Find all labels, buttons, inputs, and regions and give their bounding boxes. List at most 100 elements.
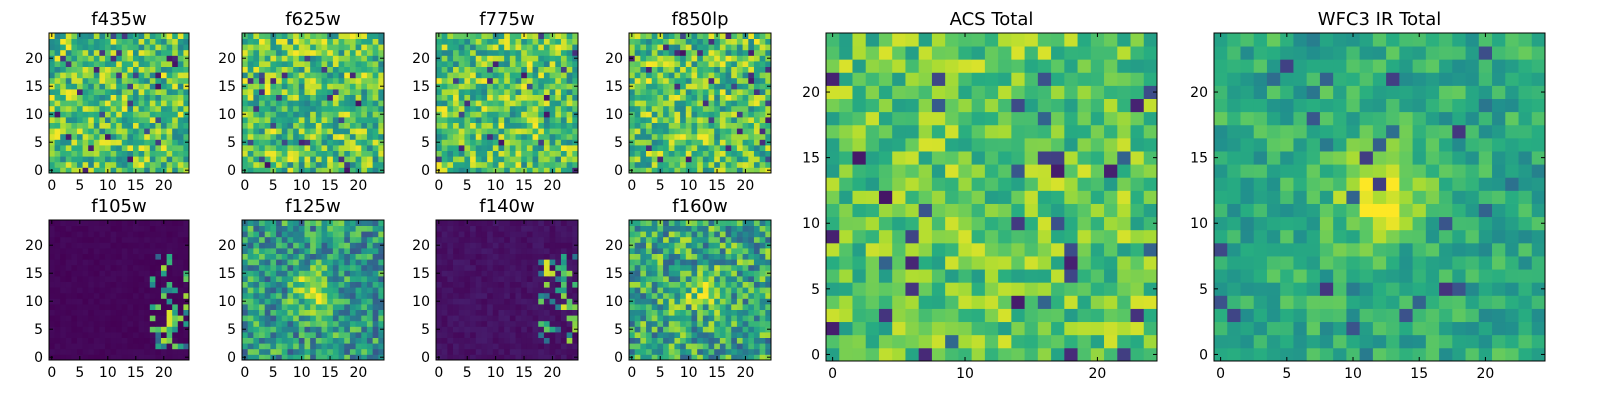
heatmap-cell [298,55,305,62]
heatmap-cell [65,55,72,62]
heatmap-cell [366,122,374,129]
heatmap-cell [105,83,111,90]
heatmap-cell [310,248,317,254]
heatmap-cell [504,133,511,140]
heatmap-cell [731,298,738,305]
heatmap-cell [99,236,106,243]
heatmap-cell [663,270,670,277]
heatmap-cell [65,343,72,350]
heatmap-cell [640,150,647,157]
heatmap-cell [646,304,653,310]
heatmap-cell [71,320,78,327]
heatmap-cell [481,139,488,146]
heatmap-cell [725,117,732,123]
heatmap-cell [651,122,658,129]
heatmap-cell [566,105,573,112]
heatmap-cell [310,49,317,56]
heatmap-cell [634,133,641,140]
heatmap-cell [247,276,254,282]
heatmap-cell [60,83,67,90]
heatmap-cell [338,111,345,118]
heatmap-cell [674,128,681,135]
heatmap-cell [138,225,145,232]
heatmap-cell [116,83,123,90]
heatmap-cell [172,253,179,260]
heatmap-cell [555,231,562,238]
heatmap-cell [155,94,162,101]
heatmap-cell [121,348,128,355]
heatmap-cell [344,61,351,67]
heatmap-cell [651,348,658,355]
heatmap-cell [264,167,271,174]
heatmap-cell [634,167,641,174]
heatmap-cell [155,292,162,299]
heatmap-cell [264,117,271,123]
heatmap-cell [155,343,162,350]
heatmap-cell [697,354,704,361]
heatmap-cell [127,332,134,338]
heatmap-cell [470,77,477,84]
heatmap-cell [332,264,339,271]
heatmap-cell [748,298,755,305]
heatmap-cell [344,231,351,238]
heatmap-cell [572,292,579,299]
heatmap-cell [155,89,162,95]
heatmap-cell [82,309,89,316]
heatmap-cell [685,83,692,90]
heatmap-cell [753,309,761,316]
heatmap-cell [49,343,55,350]
heatmap-cell [247,343,254,350]
heatmap-cell [566,156,573,163]
heatmap-cell [685,89,692,95]
heatmap-cell [634,117,641,123]
heatmap-cell [54,281,61,288]
heatmap-cell [651,128,658,135]
heatmap-cell [276,343,283,350]
heatmap-cell [77,309,83,316]
heatmap-cell [657,55,664,62]
heatmap-cell [526,105,533,112]
heatmap-cell [366,276,374,282]
heatmap-cell [172,139,179,146]
heatmap-cell [332,139,339,146]
heatmap-cell [366,354,374,361]
heatmap-cell [177,253,184,260]
heatmap-cell [127,128,134,135]
heatmap-cell [60,287,67,294]
heatmap-cell [663,133,670,140]
heatmap-cell [270,236,277,243]
heatmap-cell [487,220,494,226]
heatmap-cell [144,128,151,135]
heatmap-cell [708,145,715,151]
heatmap-cell [668,145,675,151]
heatmap-cell [93,332,100,338]
heatmap-cell [543,242,550,249]
heatmap-cell [93,61,100,67]
heatmap-cell [82,89,89,95]
heatmap-cell [753,105,761,112]
heatmap-cell [634,38,641,45]
heatmap-cell [731,83,738,90]
heatmap-cell [88,139,95,146]
heatmap-cell [161,276,167,282]
heatmap-cell [133,315,139,322]
heatmap-cell [155,111,162,118]
heatmap-cell [714,320,721,327]
heatmap-cell [253,150,260,157]
heatmap-cell [549,304,556,310]
heatmap-cell [663,38,670,45]
heatmap-cell [161,253,167,260]
heatmap-cell [657,287,664,294]
heatmap-cell [355,337,362,344]
heatmap-cell [685,133,692,140]
heatmap-cell [155,309,162,316]
heatmap-cell [172,287,179,294]
heatmap-cell [349,287,356,294]
heatmap-cell [538,128,545,135]
heatmap-cell [372,343,379,350]
heatmap-cell [138,128,145,135]
heatmap-cell [504,89,511,95]
heatmap-cell [372,94,379,101]
heatmap-cell [49,276,55,282]
heatmap-cell [731,33,738,39]
